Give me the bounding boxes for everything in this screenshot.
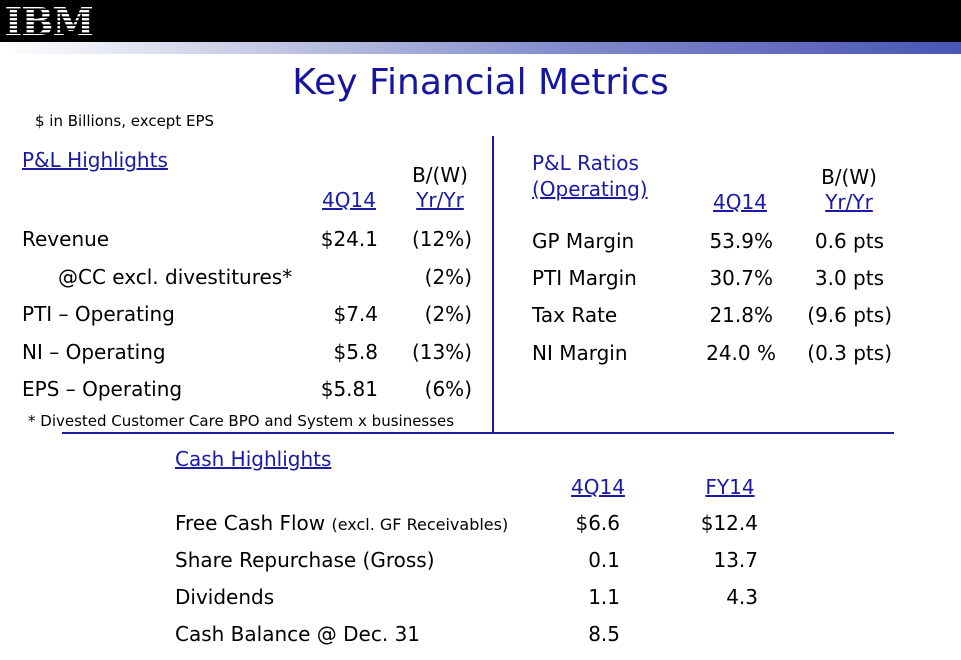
ibm-logo: IBM (6, 2, 92, 40)
page-title: Key Financial Metrics (292, 62, 669, 103)
pl-row-change: (13%) (411, 340, 472, 364)
column-divider (492, 136, 494, 432)
pl-ratios-change-header-line1: B/(W) (821, 165, 877, 189)
cash-row-year: 13.7 (713, 548, 758, 572)
footnote: * Divested Customer Care BPO and System … (28, 412, 455, 430)
cash-row-quarter: 1.1 (588, 585, 620, 609)
header-bar (0, 0, 961, 42)
ratio-row-label: Tax Rate (532, 303, 618, 327)
pl-row-change: (6%) (424, 377, 472, 401)
pl-row-label: PTI – Operating (22, 302, 175, 326)
cash-row-quarter: 0.1 (588, 548, 620, 572)
cash-row-label: Dividends (175, 585, 275, 609)
pl-row-label: Revenue (22, 227, 110, 251)
cash-row-year: 4.3 (726, 585, 758, 609)
section-divider (62, 432, 894, 434)
cash-highlights-heading: Cash Highlights (175, 447, 332, 471)
pl-highlights-change-header-line1: B/(W) (412, 163, 468, 187)
pl-row-value: $7.4 (333, 302, 378, 326)
svg-text:IBM: IBM (6, 2, 92, 40)
pl-ratios-heading-line1: P&L Ratios (532, 151, 639, 175)
cash-row-sublabel: (excl. GF Receivables) (331, 515, 509, 534)
ratio-row-value: 24.0 % (706, 341, 776, 365)
cash-row-year: $12.4 (700, 511, 758, 535)
cash-row-label-main: Free Cash Flow (175, 511, 326, 535)
pl-row-label: EPS – Operating (22, 377, 183, 401)
ratio-row-change: 3.0 pts (814, 266, 884, 290)
pl-highlights-change-header-line2: Yr/Yr (416, 188, 464, 212)
ratio-row-change: 0.6 pts (814, 229, 884, 253)
ratio-row-value: 21.8% (709, 303, 773, 327)
header-gradient-strip (0, 42, 961, 54)
ratio-row-value: 53.9% (709, 229, 773, 253)
pl-row-value: $5.8 (333, 340, 378, 364)
cash-row-label: Free Cash Flow (excl. GF Receivables) (175, 511, 508, 537)
pl-row-label: NI – Operating (22, 340, 166, 364)
pl-row-value: $5.81 (320, 377, 378, 401)
pl-highlights-quarter-header: 4Q14 (322, 188, 376, 212)
ratio-row-label: PTI Margin (532, 266, 637, 290)
ratio-row-change: (0.3 pts) (807, 341, 892, 365)
pl-row-value: $24.1 (320, 227, 378, 251)
pl-row-change: (2%) (424, 265, 472, 289)
cash-row-quarter: 8.5 (588, 622, 620, 646)
pl-ratios-quarter-header: 4Q14 (713, 190, 767, 214)
pl-row-change: (12%) (411, 227, 472, 251)
pl-row-label: @CC excl. divestitures* (58, 265, 293, 289)
units-note: $ in Billions, except EPS (35, 112, 215, 130)
pl-ratios-change-header-line2: Yr/Yr (825, 190, 873, 214)
ratio-row-label: GP Margin (532, 229, 635, 253)
cash-row-quarter: $6.6 (575, 511, 620, 535)
cash-quarter-header: 4Q14 (571, 475, 625, 499)
pl-ratios-heading-line2: (Operating) (532, 177, 648, 201)
cash-row-label: Share Repurchase (Gross) (175, 548, 435, 572)
ratio-row-label: NI Margin (532, 341, 628, 365)
ratio-row-change: (9.6 pts) (807, 303, 892, 327)
pl-highlights-heading: P&L Highlights (22, 148, 168, 172)
cash-year-header: FY14 (705, 475, 755, 499)
ratio-row-value: 30.7% (709, 266, 773, 290)
cash-row-label: Cash Balance @ Dec. 31 (175, 622, 421, 646)
pl-row-change: (2%) (424, 302, 472, 326)
